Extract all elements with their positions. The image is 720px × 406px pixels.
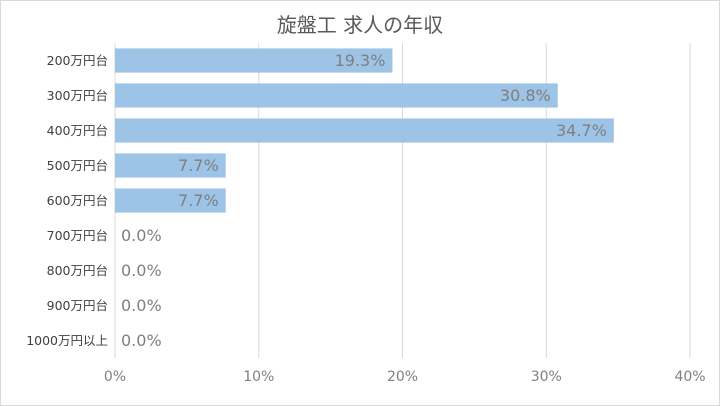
category-label: 300万円台 bbox=[47, 88, 108, 103]
category-label: 600万円台 bbox=[47, 193, 108, 208]
chart-title: 旋盤工 求人の年収 bbox=[276, 13, 444, 37]
data-label: 30.8% bbox=[500, 86, 551, 105]
data-label: 7.7% bbox=[178, 156, 219, 175]
category-label: 800万円台 bbox=[47, 263, 108, 278]
data-label: 7.7% bbox=[178, 191, 219, 210]
category-labels: 200万円台 300万円台 400万円台 500万円台 600万円台 700万円台 800万… bbox=[26, 53, 108, 348]
x-axis-tick-labels: 0% 10% 20% 30% 40% bbox=[104, 369, 706, 385]
x-tick-label: 10% bbox=[243, 369, 274, 385]
category-label: 900万円台 bbox=[47, 298, 108, 313]
category-label: 700万円台 bbox=[47, 228, 108, 243]
data-label: 0.0% bbox=[121, 296, 162, 315]
bar-4 bbox=[115, 188, 226, 213]
data-label: 0.0% bbox=[121, 226, 162, 245]
bars bbox=[115, 48, 614, 213]
bar-2 bbox=[115, 118, 614, 143]
data-label: 0.0% bbox=[121, 261, 162, 280]
x-tick-label: 0% bbox=[104, 369, 126, 385]
x-tick-label: 30% bbox=[531, 369, 562, 385]
category-label: 500万円台 bbox=[47, 158, 108, 173]
bar-3 bbox=[115, 153, 226, 178]
bar-0 bbox=[115, 48, 393, 73]
category-label: 200万円台 bbox=[47, 53, 108, 68]
x-tick-label: 40% bbox=[674, 369, 705, 385]
data-label: 0.0% bbox=[121, 331, 162, 350]
data-labels: 19.3% 30.8% 34.7% 7.7% 7.7% 0.0% 0.0% 0.0% 0.0% bbox=[121, 51, 607, 350]
x-tick-label: 20% bbox=[387, 369, 418, 385]
category-label: 400万円台 bbox=[47, 123, 108, 138]
data-label: 34.7% bbox=[556, 121, 607, 140]
data-label: 19.3% bbox=[335, 51, 386, 70]
category-label: 1000万円以上 bbox=[26, 333, 108, 348]
bar-1 bbox=[115, 83, 558, 108]
